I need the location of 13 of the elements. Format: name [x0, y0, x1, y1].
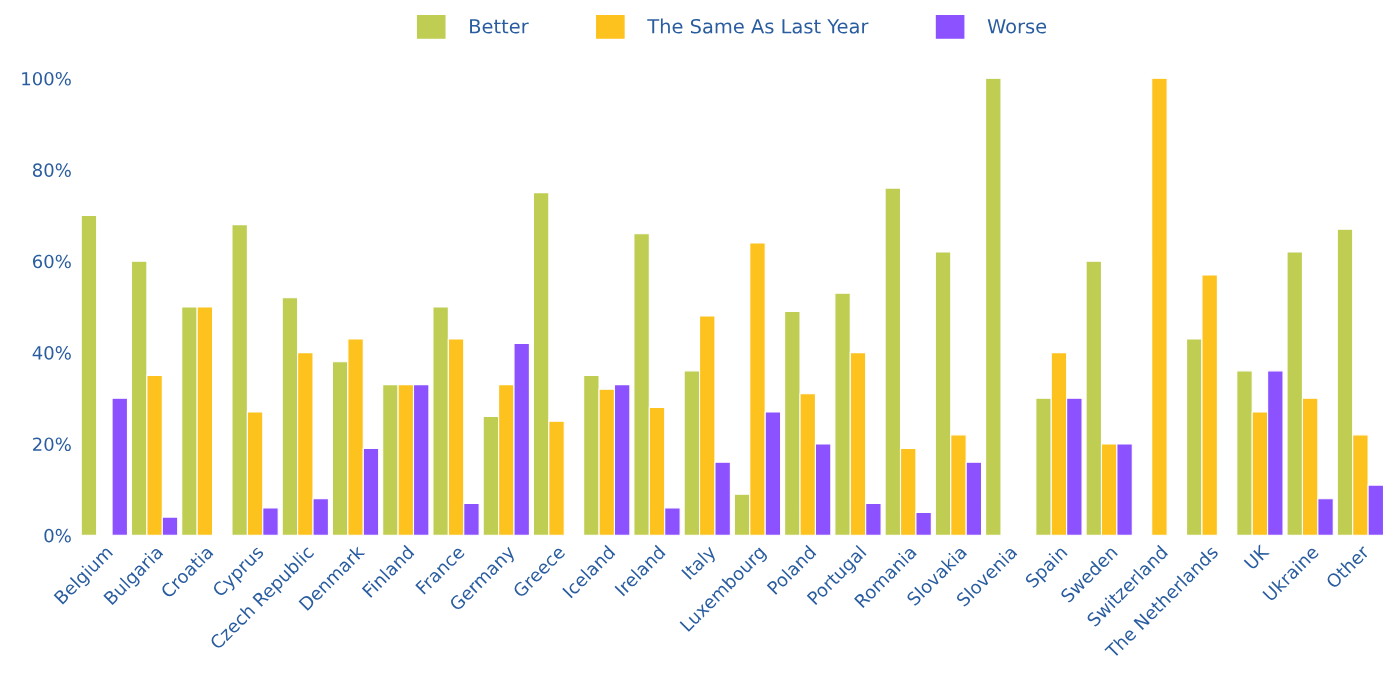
bar: [80, 214, 98, 536]
bar: [1151, 78, 1168, 536]
legend-label: Better: [470, 19, 529, 34]
y-tick-label: 40%: [32, 346, 71, 360]
y-tick-label: 20%: [33, 437, 71, 452]
legend-label: The Same As Last Year: [647, 18, 869, 34]
y-tick-label: 80%: [32, 163, 71, 177]
bar: [111, 397, 129, 536]
y-tick-label: 0%: [44, 528, 71, 543]
y-tick-label: 100%: [22, 71, 71, 86]
bar: [985, 78, 1002, 536]
legend-label: Worse: [987, 19, 1047, 34]
y-tick-label: 60%: [32, 254, 71, 269]
